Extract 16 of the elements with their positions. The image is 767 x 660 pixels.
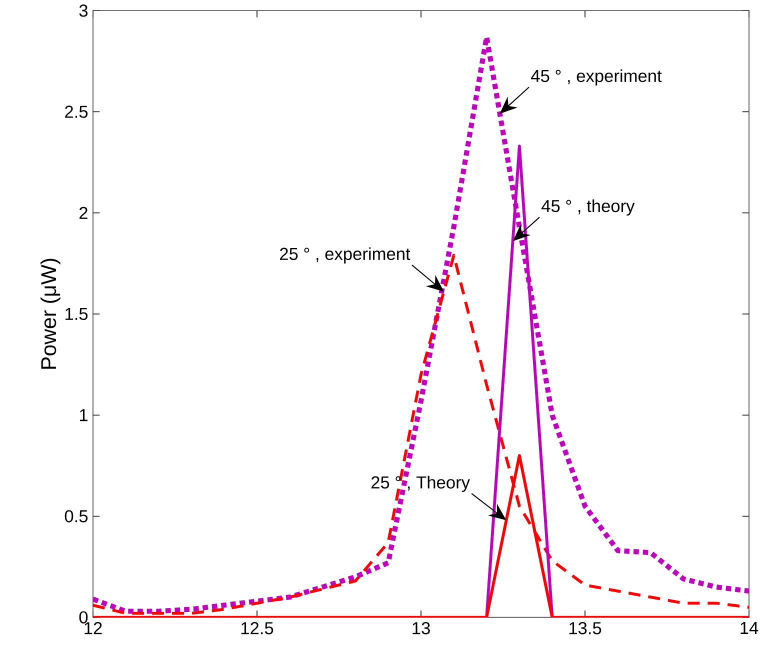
y-tick-label: 2 — [80, 206, 88, 219]
y-tick-label: 1.5 — [66, 308, 88, 320]
y-tick-label: 3 — [79, 4, 88, 17]
y-tick-label: 0 — [79, 611, 88, 624]
x-tick-label: 12 — [84, 622, 102, 634]
x-tick-label: 13 — [412, 622, 430, 634]
annotation: 25 ° , experiment — [280, 247, 410, 264]
y-tick-label: 1 — [80, 409, 88, 422]
y-tick-label: 2.5 — [65, 106, 88, 118]
annotation: 45 ° , experiment — [531, 69, 662, 86]
annotation: 45 ° , theory — [542, 199, 635, 216]
y-axis-title: Power (μW) — [40, 258, 60, 369]
x-tick-label: 13.5 — [569, 622, 602, 634]
y-tick-label: 0.5 — [64, 510, 88, 522]
x-tick-label: 14 — [740, 622, 758, 634]
x-tick-label: 12.5 — [241, 622, 274, 634]
